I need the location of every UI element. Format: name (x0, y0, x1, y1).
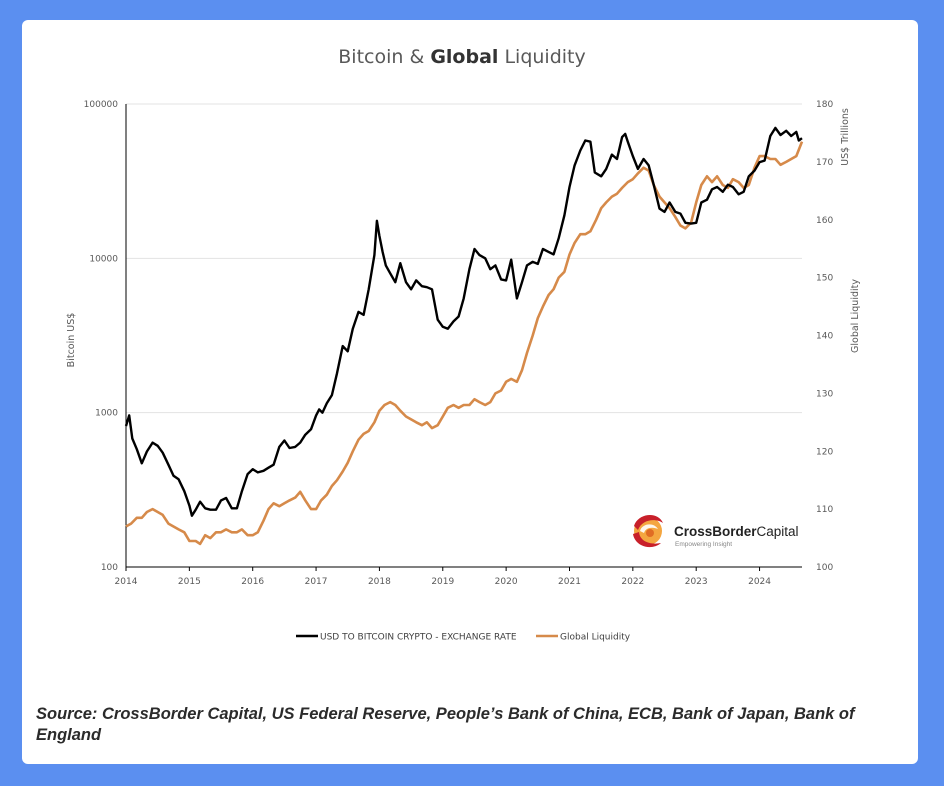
x-tick-label-2020: 2020 (495, 577, 518, 587)
left-y-tick-label-100: 100 (101, 563, 118, 573)
crossborder-logo-icon (633, 515, 663, 548)
chart-card: Bitcoin & Global Liquidity 2014 2015 2016 2… (22, 20, 918, 764)
crossborder-logo: CrossBorderCapital Empowering Insight (633, 515, 799, 548)
title-part-3: Liquidity (498, 46, 585, 68)
gridlines (126, 103, 802, 414)
x-tick-label-2023: 2023 (685, 577, 708, 587)
crossborder-brand-text: CrossBorderCapital (674, 524, 799, 539)
right-y-tick-label-130: 130 (816, 389, 833, 399)
right-y-tick-label-100: 100 (816, 563, 833, 573)
x-ticks: 2014 2015 2016 2017 2018 2019 2020 2021 2022 2023… (115, 567, 771, 587)
x-tick-label-2021: 2021 (558, 577, 581, 587)
chart-title: Bitcoin & Global Liquidity (338, 46, 586, 68)
legend-label-bitcoin: USD TO BITCOIN CRYPTO - EXCHANGE RATE (320, 633, 517, 643)
x-tick-label-2017: 2017 (305, 577, 328, 587)
brand-bold: CrossBorder (674, 524, 757, 539)
left-y-tick-label-1000: 1000 (95, 409, 118, 419)
left-y-tick-label-10000: 10000 (89, 254, 118, 264)
source-caption: Source: CrossBorder Capital, US Federal … (36, 705, 855, 744)
right-y-tick-label-110: 110 (816, 505, 833, 515)
right-axis-title: Global Liquidity (850, 279, 861, 353)
x-tick-label-2019: 2019 (431, 577, 454, 587)
brand-light: Capital (757, 524, 799, 539)
chart: Bitcoin & Global Liquidity 2014 2015 2016 2… (66, 46, 861, 643)
x-tick-label-2014: 2014 (115, 577, 138, 587)
legend-label-liquidity: Global Liquidity (560, 633, 631, 643)
title-part-bold: Global (430, 46, 498, 68)
x-tick-label-2022: 2022 (621, 577, 644, 587)
left-y-tick-label-100000: 100000 (84, 100, 119, 110)
right-axis-unit-title: US$ Trillions (840, 108, 851, 166)
crossborder-tagline: Empowering Insight (675, 541, 732, 548)
x-tick-label-2018: 2018 (368, 577, 391, 587)
left-y-ticks: 100000 10000 1000 100 (84, 100, 119, 573)
left-axis-title: Bitcoin US$ (66, 313, 77, 368)
x-tick-label-2016: 2016 (241, 577, 264, 587)
right-y-tick-label-160: 160 (816, 216, 833, 226)
x-tick-label-2015: 2015 (178, 577, 201, 587)
right-y-tick-label-180: 180 (816, 100, 833, 110)
series-bitcoin-line (124, 126, 803, 517)
right-y-tick-label-140: 140 (816, 332, 833, 342)
x-tick-label-2024: 2024 (748, 577, 771, 587)
right-y-tick-label-170: 170 (816, 158, 833, 168)
right-y-ticks: 180 170 160 150 140 130 120 110 100 (816, 100, 833, 573)
right-y-tick-label-150: 150 (816, 274, 833, 284)
right-y-tick-label-120: 120 (816, 447, 833, 457)
legend: USD TO BITCOIN CRYPTO - EXCHANGE RATE Gl… (296, 633, 631, 643)
title-part-1: Bitcoin & (338, 46, 430, 68)
